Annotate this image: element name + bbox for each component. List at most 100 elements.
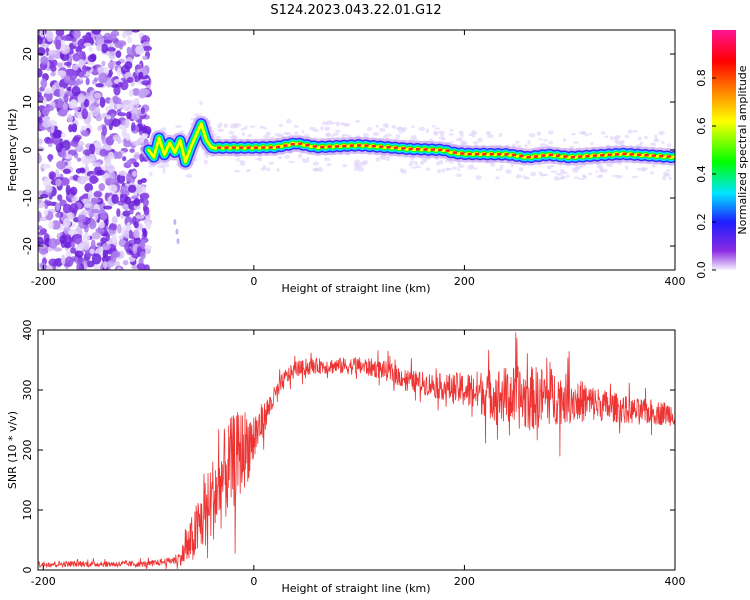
noise-speckle <box>96 169 105 176</box>
noise-speckle <box>107 61 115 70</box>
noise-speckle <box>122 259 129 266</box>
noise-speckle <box>260 167 266 171</box>
noise-speckle <box>55 178 62 187</box>
noise-speckle <box>609 136 613 141</box>
noise-speckle <box>278 123 283 128</box>
noise-speckle <box>562 138 567 143</box>
noise-speckle <box>193 113 200 117</box>
noise-speckle <box>228 130 235 135</box>
noise-speckle <box>111 118 121 127</box>
noise-speckle <box>536 131 542 136</box>
noise-speckle <box>103 205 113 210</box>
noise-speckle <box>326 162 332 167</box>
bottom-y-ticks: 0 100 200 300 400 <box>21 320 675 574</box>
noise-speckle <box>38 152 41 164</box>
noise-speckle <box>126 221 131 231</box>
noise-speckle <box>276 168 280 172</box>
noise-speckle <box>434 127 441 130</box>
noise-speckle <box>185 173 193 178</box>
noise-speckle <box>130 106 138 116</box>
noise-speckle <box>131 122 136 132</box>
noise-speckle <box>599 174 604 177</box>
noise-speckle <box>486 134 494 138</box>
noise-speckle <box>88 46 93 52</box>
noise-speckle <box>113 97 122 105</box>
noise-speckle <box>284 155 291 159</box>
colorbar-gradient <box>712 30 736 270</box>
noise-speckle <box>81 129 89 137</box>
noise-speckle <box>38 111 42 118</box>
noise-speckle <box>359 161 366 166</box>
noise-speckle <box>141 133 149 138</box>
noise-speckle <box>175 228 179 235</box>
noise-speckle <box>77 93 86 104</box>
noise-speckle <box>78 242 85 251</box>
noise-speckle <box>79 50 85 61</box>
noise-speckle <box>123 141 132 148</box>
top-y-ticks: -20 -10 0 10 20 <box>21 47 675 255</box>
noise-speckle <box>95 83 104 88</box>
noise-speckle <box>98 182 106 192</box>
noise-speckle <box>104 158 112 168</box>
noise-speckle <box>115 103 125 109</box>
noise-speckle <box>132 244 138 255</box>
noise-speckle <box>119 185 130 195</box>
noise-speckle <box>312 161 320 166</box>
noise-speckle <box>426 128 430 134</box>
noise-speckle <box>71 64 79 71</box>
noise-speckle <box>71 197 77 203</box>
noise-speckle <box>414 161 419 166</box>
noise-speckle <box>452 166 458 170</box>
noise-speckle <box>90 197 98 204</box>
noise-speckle <box>116 266 122 270</box>
noise-speckle <box>93 92 102 99</box>
noise-speckle <box>117 124 127 130</box>
noise-speckle <box>88 104 96 112</box>
noise-speckle <box>128 209 134 215</box>
noise-speckle <box>98 221 105 229</box>
noise-speckle <box>60 132 66 138</box>
noise-speckle <box>62 168 71 175</box>
noise-speckle <box>50 124 55 134</box>
noise-speckle <box>123 230 130 239</box>
noise-speckle <box>142 55 148 61</box>
noise-speckle <box>354 120 361 123</box>
noise-speckle <box>547 165 552 170</box>
noise-speckle <box>104 177 114 186</box>
x-tick-label: 200 <box>454 275 475 288</box>
noise-speckle <box>448 141 455 144</box>
noise-speckle <box>547 130 554 135</box>
noise-speckle <box>116 137 122 144</box>
noise-speckle <box>562 171 568 175</box>
noise-speckle <box>77 38 87 50</box>
noise-speckle <box>69 203 79 214</box>
noise-speckle <box>141 185 146 194</box>
noise-speckle <box>631 175 639 179</box>
y-tick-label: -10 <box>21 189 34 207</box>
noise-speckle <box>654 138 659 142</box>
noise-speckle <box>45 184 53 193</box>
noise-speckle <box>95 115 103 122</box>
noise-speckle <box>650 171 655 175</box>
noise-speckle <box>320 125 324 131</box>
noise-speckle <box>40 78 48 89</box>
noise-speckle <box>588 132 593 135</box>
x-tick-label: -200 <box>31 575 56 588</box>
noise-speckle <box>63 93 69 104</box>
noise-speckle <box>375 125 379 128</box>
noise-speckle <box>82 149 93 156</box>
noise-speckle <box>101 243 111 251</box>
noise-speckle <box>72 136 81 142</box>
noise-speckle <box>247 134 253 138</box>
noise-speckle <box>63 217 71 228</box>
noise-speckle <box>102 125 108 136</box>
noise-speckle <box>379 128 386 132</box>
noise-speckle <box>38 244 48 249</box>
noise-speckle <box>395 134 401 139</box>
noise-speckle <box>62 103 68 110</box>
noise-speckle <box>40 163 51 169</box>
noise-speckle <box>91 30 102 35</box>
noise-speckle <box>122 156 127 162</box>
noise-speckle <box>538 137 543 141</box>
noise-speckle <box>384 133 392 137</box>
